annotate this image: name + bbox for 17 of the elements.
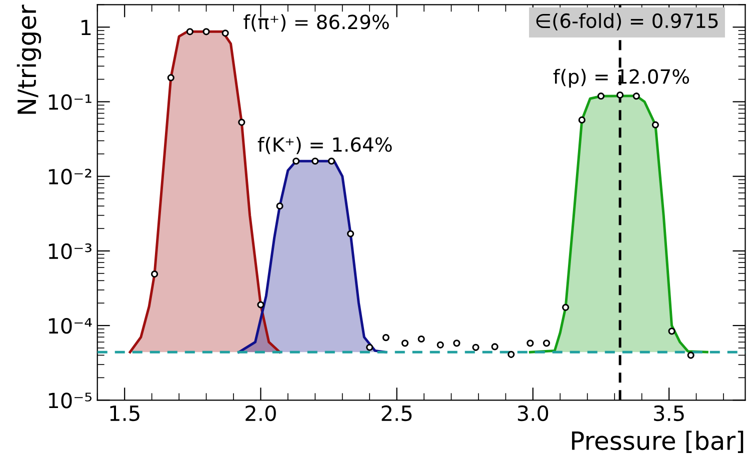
x-axis-title: Pressure [bar] (572, 430, 744, 454)
annotation: f(K⁺) = 1.64% (258, 136, 392, 154)
y-tick-label: 10⁻⁵ (48, 392, 92, 408)
x-tick-label: 2.0 (246, 405, 276, 422)
x-tick-label: 3.5 (654, 405, 684, 422)
y-tick-label: 10⁻² (48, 168, 92, 185)
y-tick-label: 10⁻³ (48, 243, 92, 260)
annotation: f(p) = 12.07% (553, 68, 690, 88)
x-tick-label: 1.5 (110, 406, 140, 422)
y-axis-title: N/trigger (16, 4, 42, 114)
y-tick-label: 10⁻⁴ (48, 318, 92, 334)
annotation: ∈(6-fold) = 0.9715 (536, 13, 718, 30)
x-tick-label: 3.0 (518, 405, 548, 422)
y-tick-label: 10⁻¹ (48, 94, 92, 110)
y-tick-label: 1 (82, 20, 91, 36)
x-tick-label: 2.5 (382, 405, 412, 422)
annotation: f(π⁺) = 86.29% (244, 14, 389, 32)
